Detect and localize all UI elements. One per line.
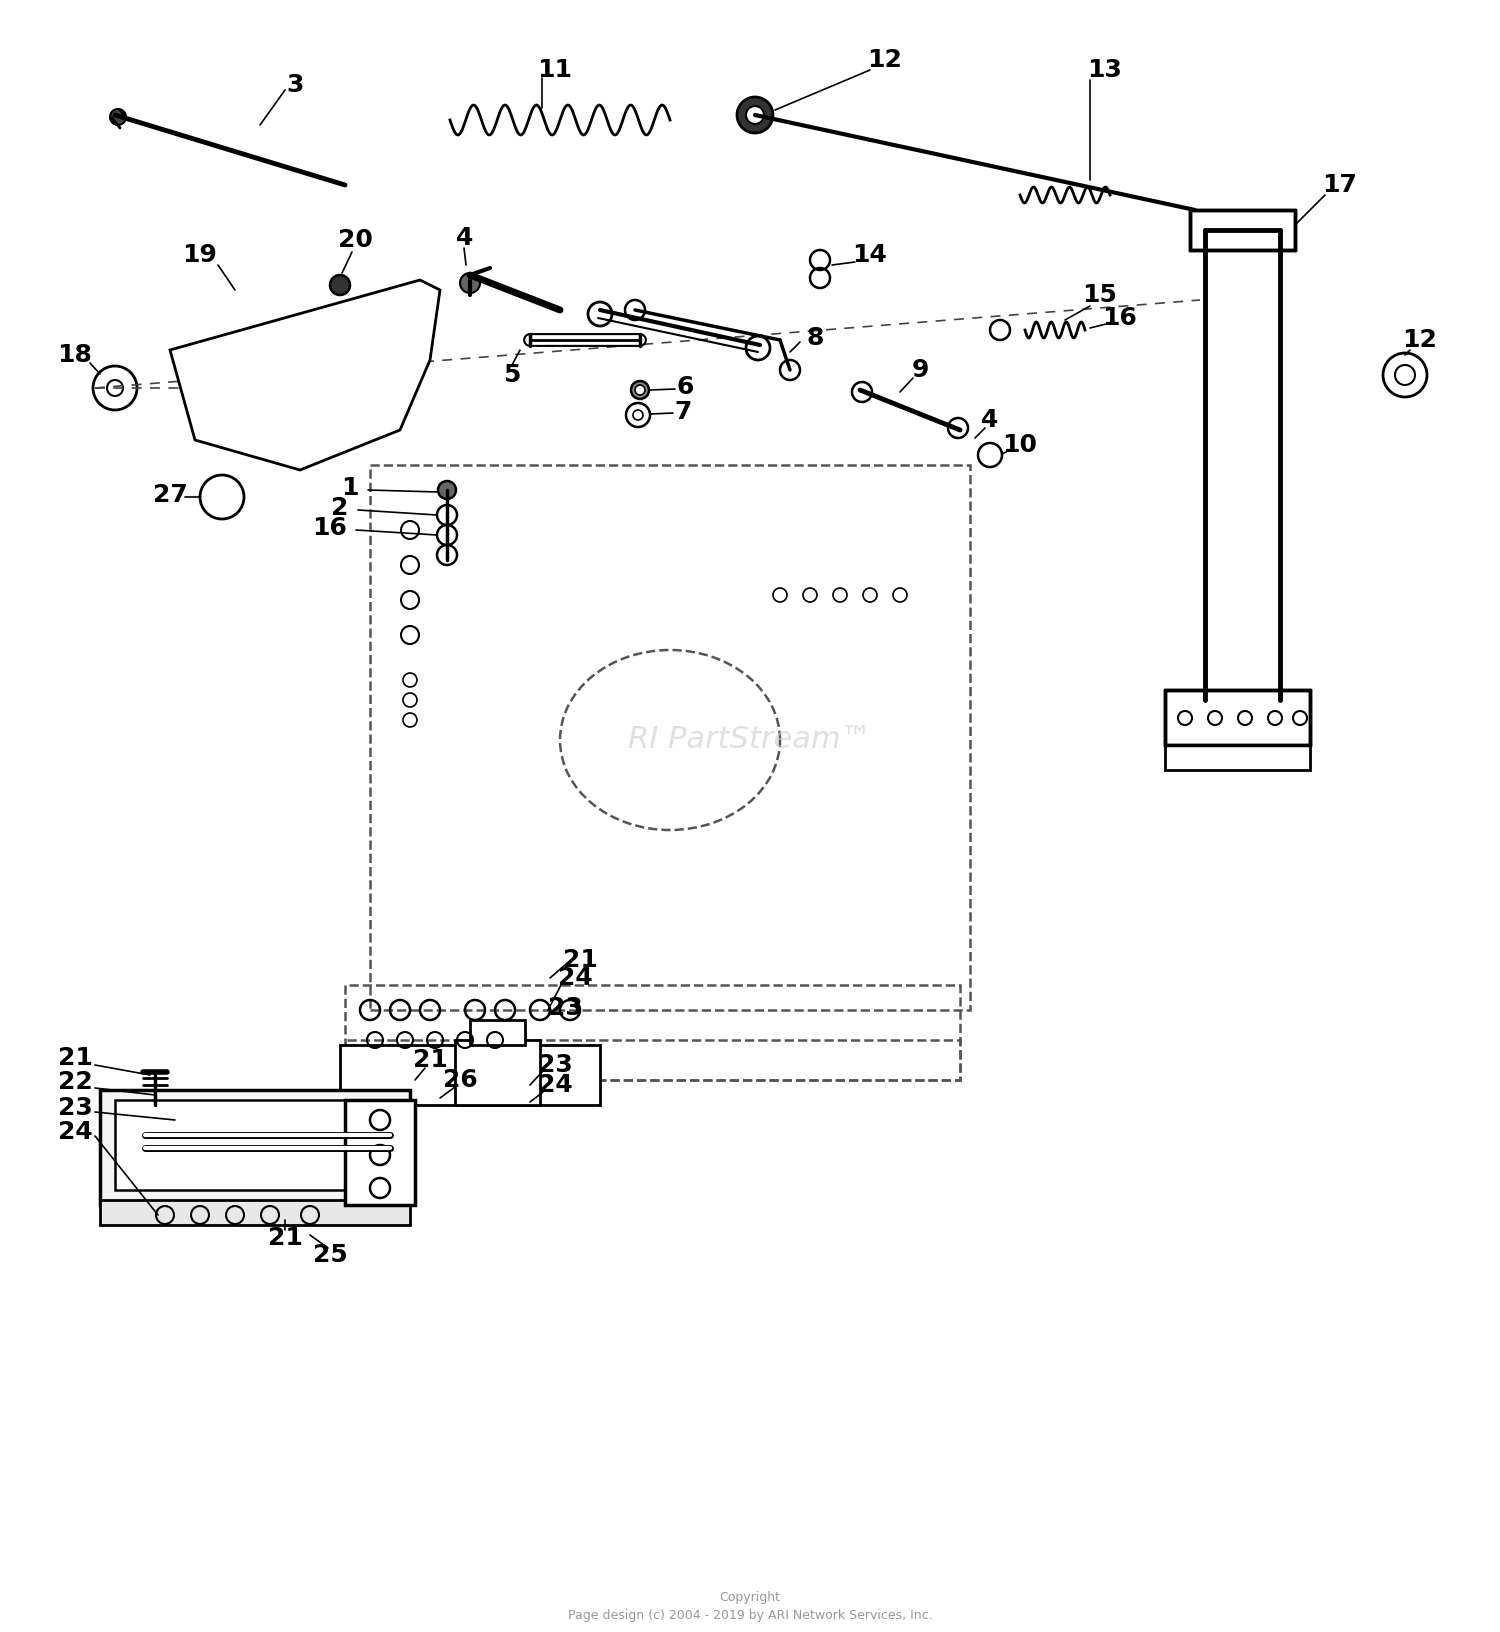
Bar (345, 1100, 416, 1204)
Text: 21: 21 (562, 948, 597, 973)
Text: 21: 21 (267, 1226, 303, 1250)
Circle shape (588, 302, 612, 326)
Circle shape (326, 336, 354, 364)
Text: 12: 12 (867, 47, 903, 72)
Bar (116, 1100, 394, 1190)
Bar (345, 986, 960, 1080)
Text: 16: 16 (312, 516, 348, 540)
Polygon shape (170, 281, 440, 470)
Text: 4: 4 (456, 225, 474, 250)
Text: Page design (c) 2004 - 2019 by ARI Network Services, Inc.: Page design (c) 2004 - 2019 by ARI Netwo… (567, 1609, 933, 1622)
Text: 12: 12 (1402, 328, 1437, 353)
Bar (100, 1200, 410, 1226)
Text: 25: 25 (312, 1244, 348, 1266)
Text: 5: 5 (504, 362, 520, 387)
Text: 22: 22 (57, 1071, 93, 1093)
Circle shape (438, 481, 456, 499)
Text: 23: 23 (537, 1053, 573, 1077)
Text: Copyright: Copyright (720, 1591, 780, 1604)
Circle shape (202, 398, 248, 442)
Text: 6: 6 (676, 375, 693, 398)
Text: 19: 19 (183, 243, 218, 268)
Text: RI PartStream™: RI PartStream™ (628, 726, 872, 754)
Bar (1166, 690, 1310, 744)
Text: 23: 23 (57, 1097, 93, 1120)
Circle shape (736, 96, 772, 132)
Bar (1190, 211, 1294, 250)
Circle shape (746, 336, 770, 361)
Circle shape (948, 418, 968, 437)
Text: 10: 10 (1002, 432, 1038, 457)
Text: 7: 7 (675, 400, 692, 424)
Text: 1: 1 (340, 477, 358, 499)
Circle shape (852, 382, 871, 401)
Text: 27: 27 (153, 483, 188, 508)
Text: 17: 17 (1323, 173, 1358, 197)
Text: 15: 15 (1083, 282, 1118, 307)
Text: 4: 4 (981, 408, 999, 432)
Text: 2: 2 (332, 496, 348, 521)
Text: 23: 23 (548, 996, 582, 1020)
Text: 18: 18 (57, 343, 93, 367)
Text: 24: 24 (537, 1072, 573, 1097)
Circle shape (780, 361, 800, 380)
Text: 24: 24 (558, 966, 592, 991)
Bar (340, 1044, 600, 1105)
Bar (345, 1040, 960, 1080)
Text: 9: 9 (912, 357, 928, 382)
Text: 14: 14 (852, 243, 888, 268)
Bar (454, 1040, 540, 1105)
Text: 24: 24 (57, 1120, 93, 1144)
Text: 16: 16 (1102, 307, 1137, 330)
Circle shape (746, 106, 764, 124)
Text: 20: 20 (338, 228, 372, 251)
Circle shape (632, 380, 650, 398)
Circle shape (330, 276, 350, 295)
Circle shape (110, 109, 126, 126)
Circle shape (626, 300, 645, 320)
Text: 3: 3 (286, 73, 303, 96)
Bar (1166, 744, 1310, 770)
Text: 11: 11 (537, 59, 573, 82)
Text: 21: 21 (413, 1048, 447, 1072)
Text: 8: 8 (807, 326, 824, 349)
Circle shape (460, 273, 480, 294)
Text: 26: 26 (442, 1067, 477, 1092)
Bar (370, 465, 970, 1010)
Text: 13: 13 (1088, 59, 1122, 82)
Circle shape (634, 385, 645, 395)
Bar (470, 1020, 525, 1044)
Bar (100, 1090, 410, 1204)
Text: 21: 21 (57, 1046, 93, 1071)
